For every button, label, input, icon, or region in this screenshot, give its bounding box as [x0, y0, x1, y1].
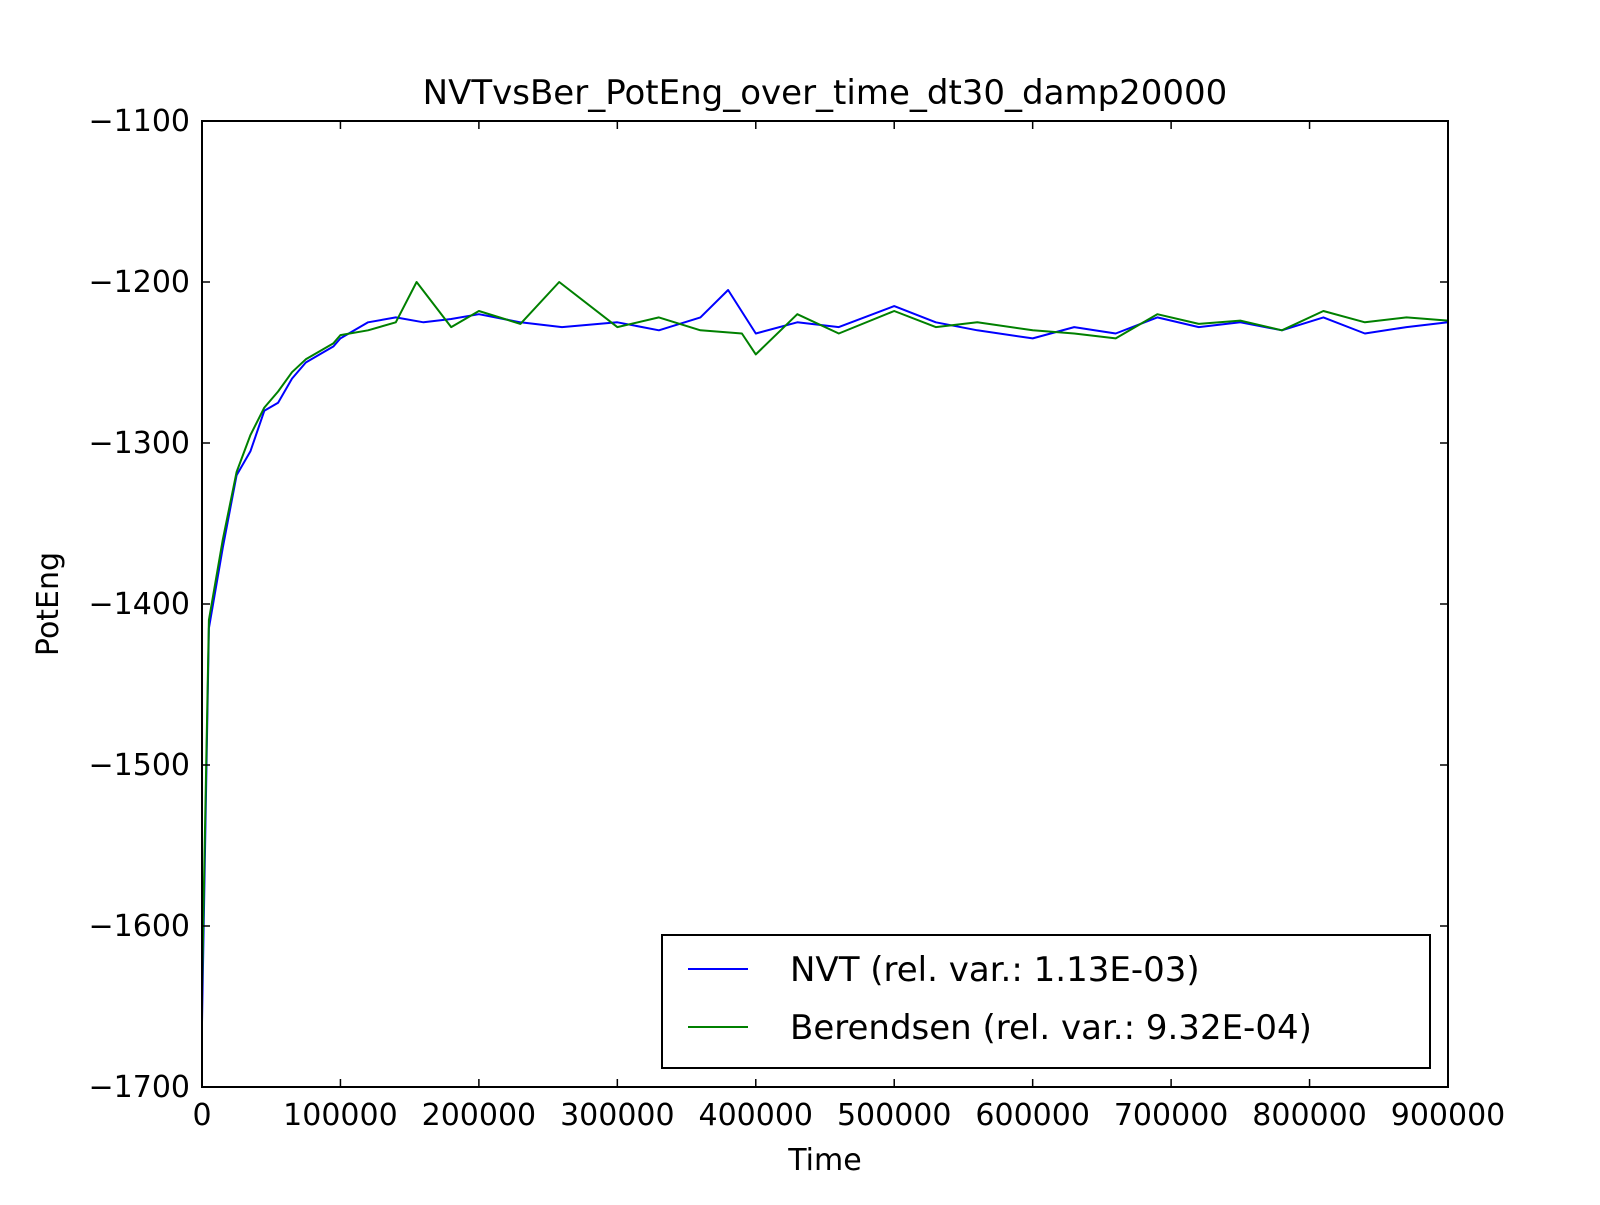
- x-axis-label: Time: [787, 1143, 861, 1178]
- y-tick-label: −1700: [89, 1070, 190, 1105]
- legend: NVT (rel. var.: 1.13E-03) Berendsen (rel…: [661, 934, 1431, 1069]
- x-tick-label: 200000: [422, 1098, 537, 1133]
- x-tick-label: 400000: [699, 1098, 814, 1133]
- y-tick-label: −1600: [89, 909, 190, 944]
- series-layer: [201, 281, 1449, 1023]
- x-tick-label: 800000: [1252, 1098, 1367, 1133]
- legend-box: [661, 934, 1431, 1069]
- legend-label-berendsen: Berendsen (rel. var.: 9.32E-04): [790, 1008, 1312, 1048]
- y-axis-label: PotEng: [31, 552, 66, 656]
- plot-area: [202, 121, 1448, 1087]
- x-tick-label: 500000: [837, 1098, 952, 1133]
- x-tick-label: 100000: [283, 1098, 398, 1133]
- x-tick-label: 700000: [1114, 1098, 1229, 1133]
- y-tick-label: −1300: [89, 426, 190, 461]
- x-tick-label: 300000: [560, 1098, 675, 1133]
- chart-title: NVTvsBer_PotEng_over_time_dt30_damp20000: [423, 73, 1228, 113]
- y-tick-label: −1200: [89, 265, 190, 300]
- tick-layer: 0 100000 200000 300000 400000 500000 600000 700…: [89, 104, 1506, 1133]
- plot-frame: [201, 120, 1449, 1088]
- series-nvt-line: [201, 289, 1449, 1023]
- legend-label-nvt: NVT (rel. var.: 1.13E-03): [790, 950, 1200, 990]
- y-tick-label: −1400: [89, 587, 190, 622]
- y-tick-label: −1500: [89, 748, 190, 783]
- x-tick-label: 900000: [1391, 1098, 1506, 1133]
- series-berendsen-line: [201, 281, 1449, 991]
- x-tick-label: 600000: [975, 1098, 1090, 1133]
- y-tick-label: −1100: [89, 104, 190, 139]
- x-tick-label: 0: [192, 1098, 211, 1133]
